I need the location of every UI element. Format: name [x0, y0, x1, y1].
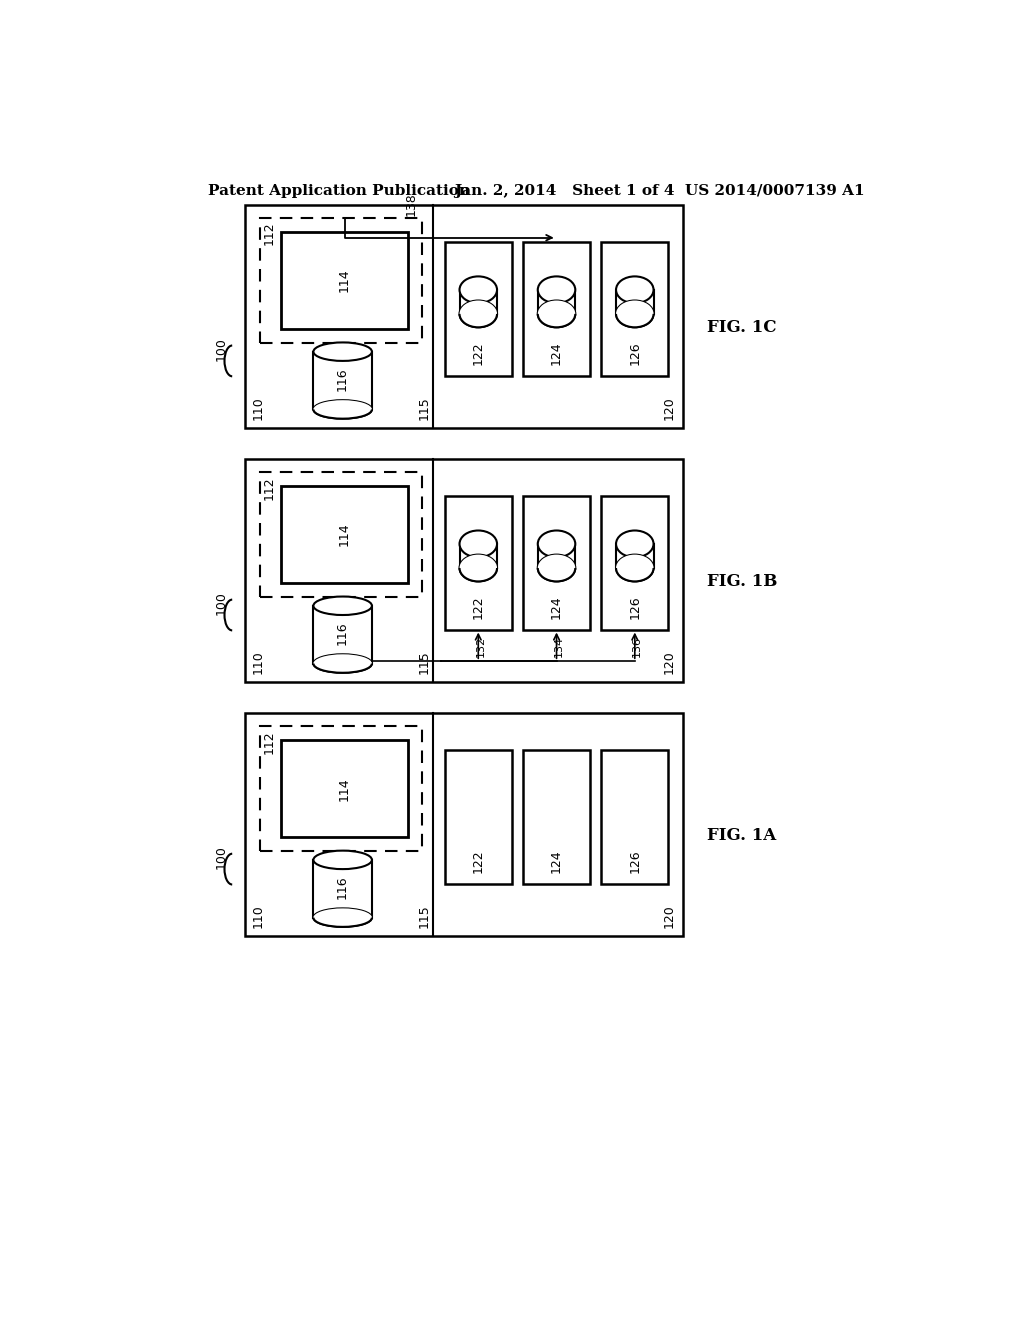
Ellipse shape — [313, 400, 372, 418]
Ellipse shape — [460, 554, 497, 581]
Bar — [460, 544, 497, 568]
Text: 122: 122 — [472, 849, 484, 873]
Text: 134: 134 — [554, 635, 564, 656]
Text: 100: 100 — [215, 337, 228, 360]
Text: 120: 120 — [664, 904, 676, 928]
Text: 115: 115 — [418, 651, 430, 675]
Text: 114: 114 — [338, 523, 351, 546]
Text: FIG. 1A: FIG. 1A — [707, 828, 776, 843]
Ellipse shape — [616, 301, 653, 327]
Ellipse shape — [616, 554, 653, 581]
Text: 132: 132 — [475, 635, 485, 656]
Text: 136: 136 — [632, 636, 642, 656]
Bar — [616, 290, 653, 314]
Ellipse shape — [538, 554, 575, 581]
Bar — [313, 859, 372, 917]
Text: FIG. 1B: FIG. 1B — [707, 573, 777, 590]
Ellipse shape — [313, 400, 372, 418]
Ellipse shape — [313, 850, 372, 869]
Text: Jan. 2, 2014   Sheet 1 of 4: Jan. 2, 2014 Sheet 1 of 4 — [454, 183, 675, 198]
Ellipse shape — [460, 554, 497, 581]
Ellipse shape — [616, 554, 653, 581]
Text: 110: 110 — [252, 904, 265, 928]
Bar — [245, 205, 683, 428]
Bar — [313, 351, 372, 409]
Text: 115: 115 — [418, 904, 430, 928]
Bar — [601, 496, 669, 630]
Ellipse shape — [460, 276, 497, 304]
Bar — [444, 496, 512, 630]
Text: 126: 126 — [629, 341, 641, 364]
Text: US 2014/0007139 A1: US 2014/0007139 A1 — [685, 183, 864, 198]
Text: 100: 100 — [215, 591, 228, 615]
Text: 116: 116 — [336, 622, 349, 645]
Bar — [601, 242, 669, 376]
Text: 114: 114 — [338, 269, 351, 292]
Text: 120: 120 — [664, 396, 676, 420]
Bar — [523, 750, 590, 884]
Ellipse shape — [313, 655, 372, 673]
Text: 120: 120 — [664, 651, 676, 675]
Bar — [616, 544, 653, 568]
Bar — [313, 606, 372, 664]
Bar — [523, 496, 590, 630]
Text: 124: 124 — [550, 849, 563, 873]
Bar — [282, 741, 408, 837]
Ellipse shape — [460, 531, 497, 557]
Bar — [282, 486, 408, 583]
Ellipse shape — [313, 597, 372, 615]
Text: 124: 124 — [550, 341, 563, 364]
Bar — [460, 290, 497, 314]
Text: 122: 122 — [472, 595, 484, 619]
Text: 138: 138 — [404, 193, 418, 216]
Bar — [260, 726, 422, 851]
Ellipse shape — [313, 342, 372, 360]
Ellipse shape — [538, 301, 575, 327]
Bar — [523, 242, 590, 376]
Text: 126: 126 — [629, 595, 641, 619]
Text: 124: 124 — [550, 595, 563, 619]
Text: 100: 100 — [215, 845, 228, 869]
Bar — [601, 750, 669, 884]
Bar — [538, 290, 575, 314]
Ellipse shape — [538, 276, 575, 304]
Bar — [260, 218, 422, 343]
Ellipse shape — [538, 531, 575, 557]
Bar — [282, 232, 408, 329]
Ellipse shape — [313, 655, 372, 673]
Text: 110: 110 — [252, 651, 265, 675]
Text: 114: 114 — [338, 777, 351, 800]
Text: 115: 115 — [418, 396, 430, 420]
Ellipse shape — [313, 908, 372, 927]
Text: 110: 110 — [252, 396, 265, 420]
Text: FIG. 1C: FIG. 1C — [707, 319, 776, 335]
Ellipse shape — [460, 301, 497, 327]
Text: 116: 116 — [336, 367, 349, 391]
Text: 116: 116 — [336, 875, 349, 899]
Text: 126: 126 — [629, 849, 641, 873]
Bar — [444, 750, 512, 884]
Bar — [245, 459, 683, 682]
Text: Patent Application Publication: Patent Application Publication — [208, 183, 470, 198]
Text: 112: 112 — [263, 730, 275, 754]
Ellipse shape — [538, 301, 575, 327]
Bar — [260, 473, 422, 597]
Bar — [538, 544, 575, 568]
Ellipse shape — [460, 301, 497, 327]
Bar — [245, 713, 683, 936]
Ellipse shape — [538, 554, 575, 581]
Bar — [444, 242, 512, 376]
Ellipse shape — [616, 531, 653, 557]
Ellipse shape — [616, 301, 653, 327]
Ellipse shape — [313, 908, 372, 927]
Text: 112: 112 — [263, 222, 275, 246]
Text: 122: 122 — [472, 341, 484, 364]
Text: 112: 112 — [263, 477, 275, 499]
Ellipse shape — [616, 276, 653, 304]
